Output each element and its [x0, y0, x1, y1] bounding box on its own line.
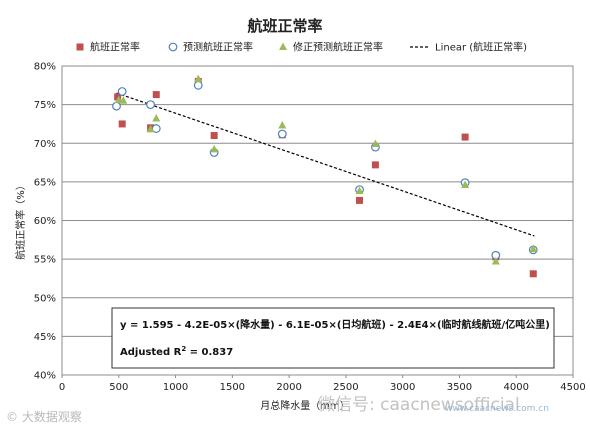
y-tick-label: 60% — [34, 216, 56, 227]
triangle-marker — [529, 244, 538, 253]
watermark-right: 微信号: caacnewsofficial — [318, 395, 520, 415]
x-axis-label: 月总降水量（mm） — [260, 399, 349, 412]
y-tick-label: 75% — [34, 100, 56, 111]
regression-equation: y = 1.595 - 4.2E-05×(降水量) - 6.1E-05×(日均航… — [120, 318, 550, 331]
y-tick-label: 45% — [34, 332, 56, 343]
square-marker — [118, 120, 126, 128]
circle-marker — [277, 129, 287, 139]
legend-label: Linear (航班正常率) — [435, 41, 527, 54]
x-tick-label: 3500 — [447, 382, 472, 393]
y-tick-label: 50% — [34, 293, 56, 304]
y-tick-label: 70% — [34, 139, 56, 150]
circle-marker — [146, 100, 155, 110]
triangle-marker — [371, 139, 380, 148]
y-tick-label: 55% — [34, 255, 56, 266]
watermark-url: www.caacnews.com.cn — [445, 404, 549, 414]
triangle-marker — [278, 120, 287, 129]
legend-triangle-swatch — [279, 42, 287, 50]
x-axis-ticks: 0 500 1000 1500 2000 2500 3000 3500 4000 4500 — [59, 375, 586, 393]
x-tick-label: 2000 — [276, 382, 301, 393]
triangle-marker — [491, 256, 500, 265]
legend-label: 预测航班正常率 — [183, 41, 253, 54]
plot-area — [61, 65, 574, 376]
equation-box: y = 1.595 - 4.2E-05×(降水量) - 6.1E-05×(日均航… — [111, 307, 555, 369]
triangle-marker — [194, 74, 203, 83]
x-tick-label: 4000 — [503, 382, 528, 393]
data-markers — [112, 74, 538, 278]
gridlines — [62, 104, 573, 337]
y-axis-label: 航班正常率（%） — [14, 180, 27, 260]
trendline — [116, 92, 535, 237]
triangle-marker — [210, 144, 219, 153]
y-tick-label: 40% — [34, 371, 56, 382]
x-tick-label: 1000 — [163, 382, 188, 393]
x-tick-label: 2500 — [333, 382, 358, 393]
y-tick-label: 80% — [34, 62, 56, 73]
x-tick-label: 500 — [109, 382, 128, 393]
triangle-marker — [119, 96, 128, 104]
square-marker — [114, 93, 122, 101]
watermark-left: © 大数据观察 — [6, 410, 82, 424]
legend-label: 修正预测航班正常率 — [293, 41, 383, 54]
triangle-marker — [461, 180, 470, 188]
triangle-marker — [355, 186, 364, 195]
y-tick-label: 65% — [34, 177, 56, 188]
legend-circle-swatch — [168, 42, 178, 52]
circle-marker — [112, 101, 121, 111]
x-tick-label: 0 — [59, 382, 65, 393]
adjusted-r2: Adjusted R2 = 0.837 — [120, 345, 233, 358]
x-tick-label: 1500 — [220, 382, 245, 393]
square-marker — [371, 161, 379, 169]
y-axis-ticks: 40% 45% 50% 55% 60% 65% 70% 75% 80% — [34, 62, 56, 382]
legend-square-swatch — [76, 43, 84, 51]
x-tick-label: 4500 — [560, 382, 585, 393]
chart-title: 航班正常率 — [247, 17, 322, 35]
square-marker — [210, 132, 218, 140]
triangle-marker — [146, 124, 155, 133]
square-marker — [152, 91, 160, 99]
circle-marker — [117, 87, 127, 96]
triangle-marker — [152, 114, 161, 122]
legend-label: 航班正常率 — [90, 41, 140, 54]
x-tick-label: 3000 — [390, 382, 415, 393]
square-marker — [356, 196, 364, 204]
square-marker — [461, 133, 469, 141]
circle-marker — [193, 80, 203, 90]
legend: 航班正常率 预测航班正常率 修正预测航班正常率 Linear (航班正常率) — [76, 41, 527, 54]
square-marker — [529, 270, 537, 278]
